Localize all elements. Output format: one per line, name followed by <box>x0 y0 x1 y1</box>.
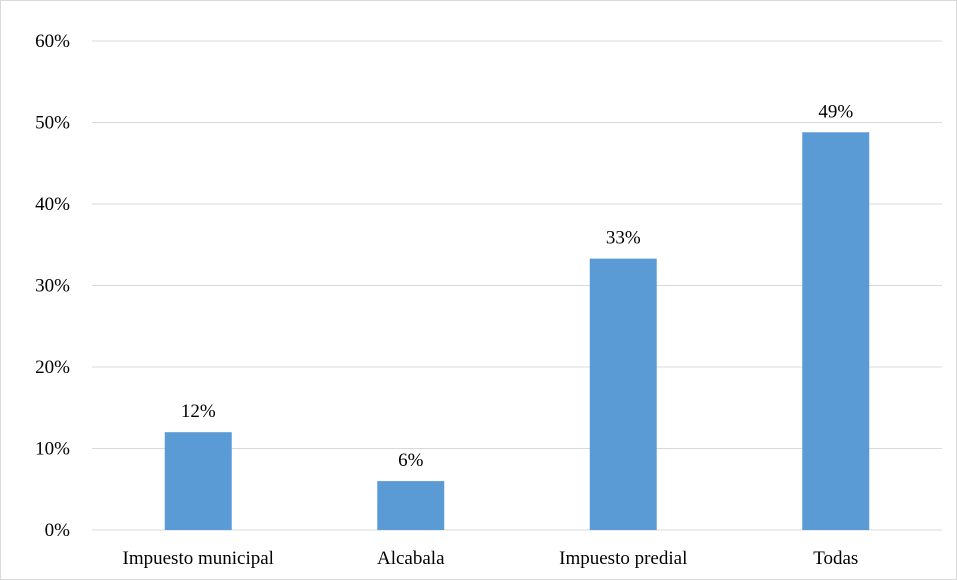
bar <box>164 432 232 530</box>
category-label: Todas <box>813 548 858 569</box>
data-labels: 12% 6% 33% 49% <box>181 101 854 471</box>
bar <box>377 481 445 530</box>
bar <box>802 132 870 530</box>
category-label: Alcabala <box>377 548 445 569</box>
category-label: Impuesto municipal <box>123 548 274 569</box>
bar <box>589 258 657 530</box>
y-tick-label: 40% <box>35 194 70 215</box>
x-axis-category-labels: Impuesto municipal Alcabala Impuesto predi… <box>123 548 859 569</box>
data-label: 12% <box>181 401 216 422</box>
y-axis-tick-labels: 0% 10% 20% 30% 40% 50% 60% <box>35 31 70 541</box>
data-label: 6% <box>398 450 424 471</box>
y-tick-label: 10% <box>35 439 70 460</box>
y-tick-label: 20% <box>35 357 70 378</box>
bars <box>164 132 870 530</box>
y-tick-label: 0% <box>45 520 71 541</box>
y-tick-label: 50% <box>35 113 70 134</box>
data-label: 33% <box>606 228 641 249</box>
category-label: Impuesto predial <box>559 548 687 569</box>
data-label: 49% <box>818 101 853 122</box>
gridlines <box>92 40 942 531</box>
y-tick-label: 60% <box>35 31 70 52</box>
y-tick-label: 30% <box>35 276 70 297</box>
